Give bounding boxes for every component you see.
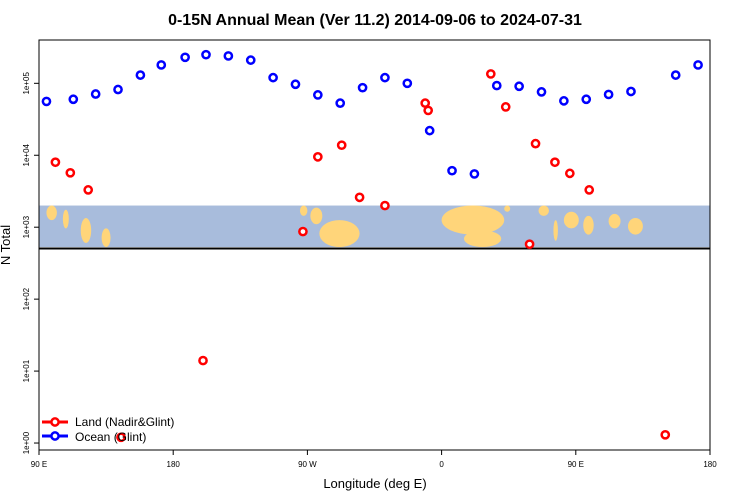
ocean-point: [268, 72, 278, 83]
x-tick-label: 90 E: [568, 460, 584, 469]
land-point: [336, 140, 347, 151]
y-tick-label: 1e+01: [22, 359, 31, 382]
land-point: [530, 138, 541, 149]
ocean-point: [581, 94, 592, 105]
land-point: [550, 157, 560, 168]
map-land-shape: [538, 205, 549, 216]
ocean-point: [156, 60, 167, 70]
ocean-point: [90, 89, 101, 99]
land-point: [500, 102, 511, 112]
x-tick-label: 180: [167, 460, 181, 469]
map-land-shape: [553, 220, 558, 241]
y-tick-label: 1e+02: [22, 287, 31, 310]
world-map-band: [39, 205, 710, 248]
y-tick-label: 1e+05: [22, 72, 31, 95]
y-tick-label: 1e+00: [22, 431, 31, 454]
ocean-point: [223, 51, 234, 61]
ocean-point: [113, 84, 123, 95]
land-point: [524, 239, 535, 250]
y-axis-label: N Total: [0, 225, 13, 265]
ocean-point: [670, 70, 681, 80]
chart-title: 0-15N Annual Mean (Ver 11.2) 2014-09-06 …: [168, 12, 582, 29]
land-point: [420, 98, 431, 109]
land-point: [83, 185, 94, 195]
land-point: [65, 167, 76, 178]
land-point: [298, 226, 308, 237]
ocean-point: [603, 89, 614, 100]
ocean-point: [559, 96, 569, 106]
map-land-shape: [627, 217, 643, 235]
land-point: [50, 157, 61, 168]
plot-frame: [38, 39, 711, 451]
legend: Land (Nadir&Glint) Ocean (Glint): [42, 415, 174, 444]
ocean-point: [626, 86, 636, 97]
map-ocean: [39, 205, 710, 248]
ocean-point: [290, 79, 301, 90]
ocean-point: [693, 60, 703, 70]
land-point: [380, 200, 390, 211]
map-land-shape: [583, 215, 594, 235]
ocean-point: [357, 82, 368, 93]
map-land-shape: [563, 211, 579, 229]
ocean-point: [491, 80, 502, 91]
ocean-point: [135, 70, 146, 80]
legend-label-ocean: Ocean (Glint): [75, 430, 146, 444]
land-point: [584, 185, 595, 195]
ocean-point: [180, 52, 190, 63]
x-tick-label: 180: [703, 460, 717, 469]
ocean-point: [469, 169, 480, 179]
legend-marker-ocean: [50, 431, 60, 441]
land-point: [312, 152, 323, 162]
map-land-shape: [46, 205, 57, 221]
ocean-point: [245, 55, 256, 65]
ocean-point: [68, 94, 79, 105]
x-tick-label: 90 W: [298, 460, 317, 469]
map-land-shape: [329, 230, 350, 248]
land-point: [660, 429, 671, 440]
data-points: [41, 49, 703, 443]
ocean-point: [380, 72, 390, 83]
map-land-shape: [463, 230, 502, 248]
ocean-point: [447, 165, 457, 176]
legend-marker-land: [50, 417, 60, 427]
ocean-point: [201, 49, 211, 60]
land-point: [485, 69, 496, 79]
land-point: [564, 168, 575, 179]
map-land-shape: [608, 213, 621, 229]
land-point: [354, 192, 365, 203]
map-land-shape: [310, 207, 323, 225]
ocean-point: [424, 125, 435, 136]
map-land-shape: [299, 205, 308, 216]
x-axis-label: Longitude (deg E): [323, 476, 426, 491]
map-land-shape: [80, 217, 92, 243]
map-land-shape: [62, 209, 69, 229]
y-axis: 1e+00 1e+01 1e+02 1e+03 1e+04 1e+05: [22, 72, 39, 454]
land-point: [198, 355, 208, 366]
y-tick-label: 1e+04: [22, 143, 31, 166]
y-tick-label: 1e+03: [22, 215, 31, 238]
map-land-shape: [504, 205, 511, 212]
legend-label-land: Land (Nadir&Glint): [75, 415, 174, 429]
x-tick-label: 90 E: [31, 460, 47, 469]
ocean-point: [402, 78, 413, 89]
land-point: [116, 432, 126, 443]
ocean-point: [41, 96, 52, 107]
ocean-point: [335, 98, 346, 109]
x-tick-label: 0: [439, 460, 444, 469]
ocean-point: [536, 87, 547, 97]
ocean-point: [312, 90, 323, 100]
x-axis: 90 E 180 90 W 0 90 E 180: [31, 450, 717, 469]
map-land-shape: [101, 228, 111, 248]
map-land-shape: [441, 205, 505, 235]
ocean-point: [514, 81, 524, 92]
